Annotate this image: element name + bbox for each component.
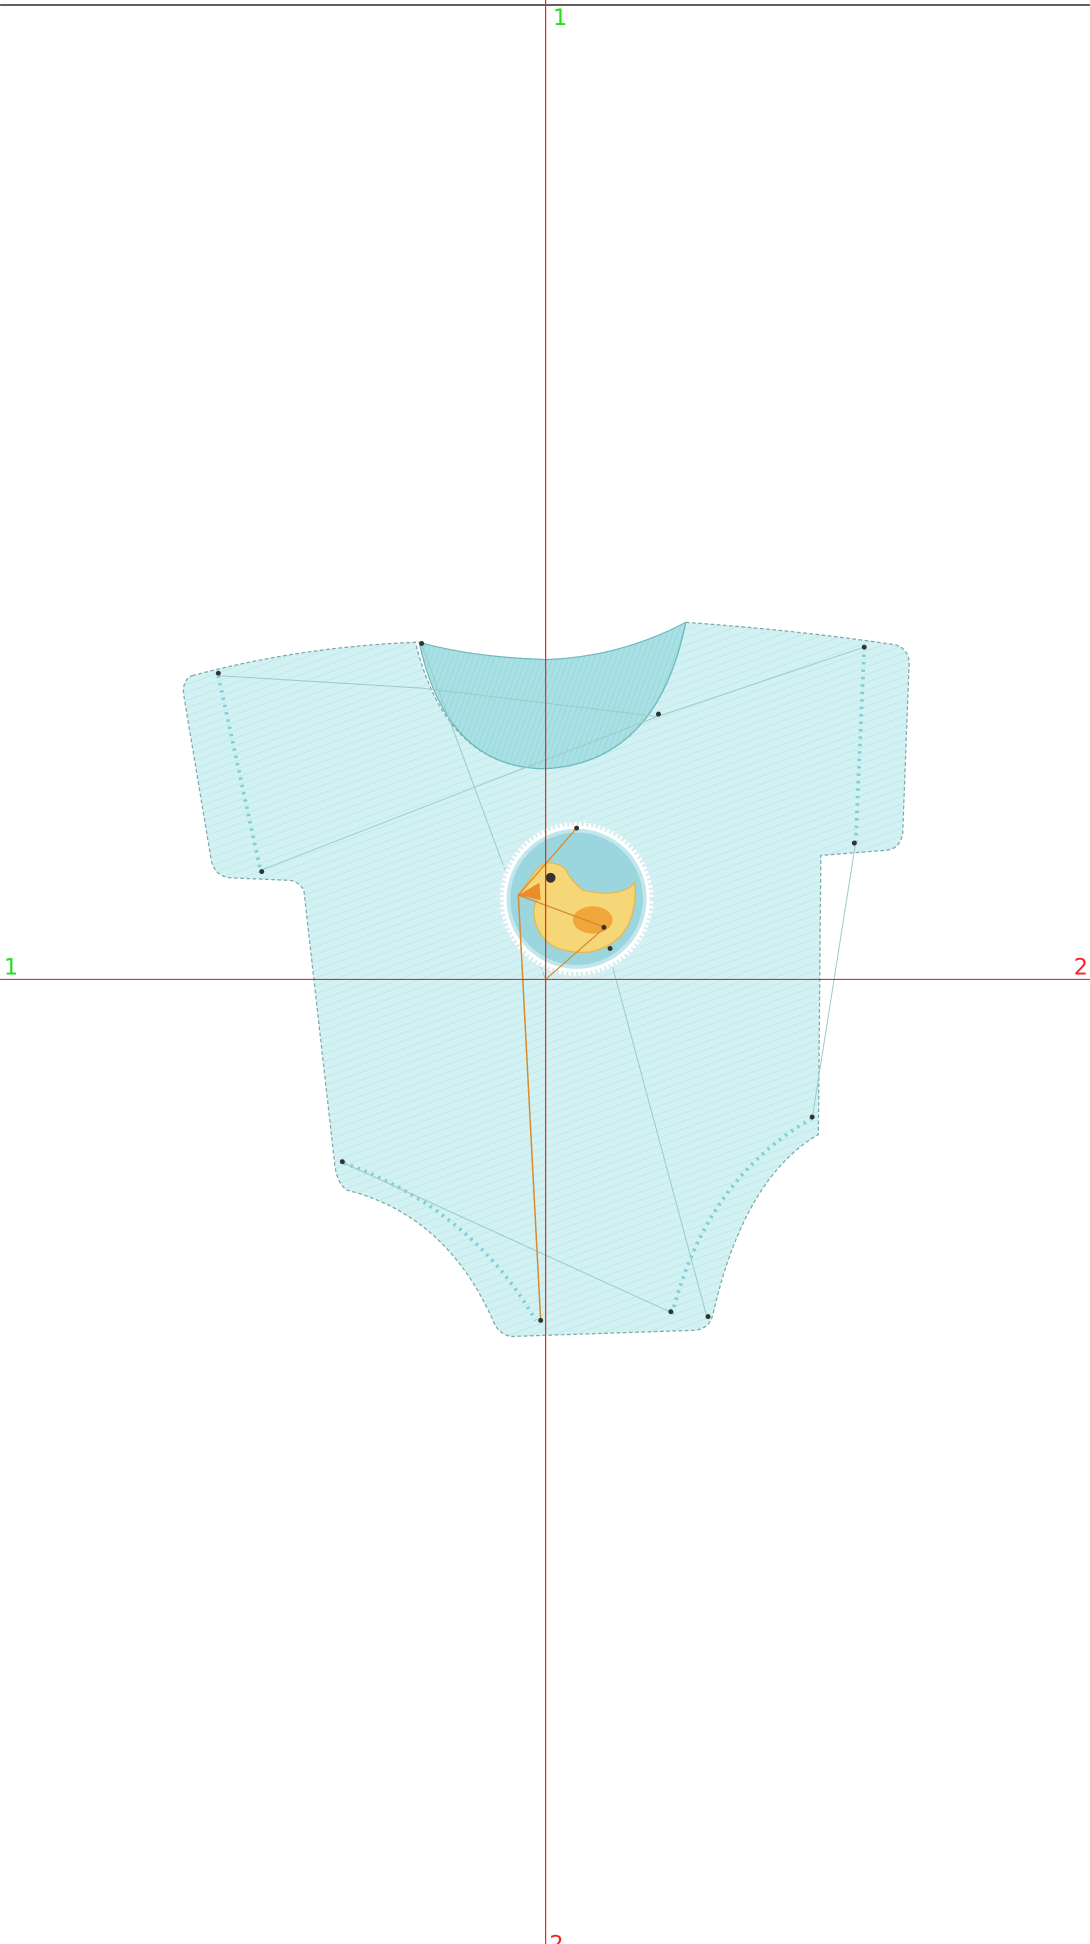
- design-canvas: 1 2 1 2: [0, 0, 1090, 1944]
- axis-label: 2: [1074, 954, 1088, 980]
- axis-label: 1: [553, 5, 567, 31]
- axis-label: 1: [4, 954, 18, 980]
- axis-label: 2: [549, 1931, 563, 1944]
- page: 1 2 1 2 (() => { const data = JSON.parse…: [0, 0, 1090, 1944]
